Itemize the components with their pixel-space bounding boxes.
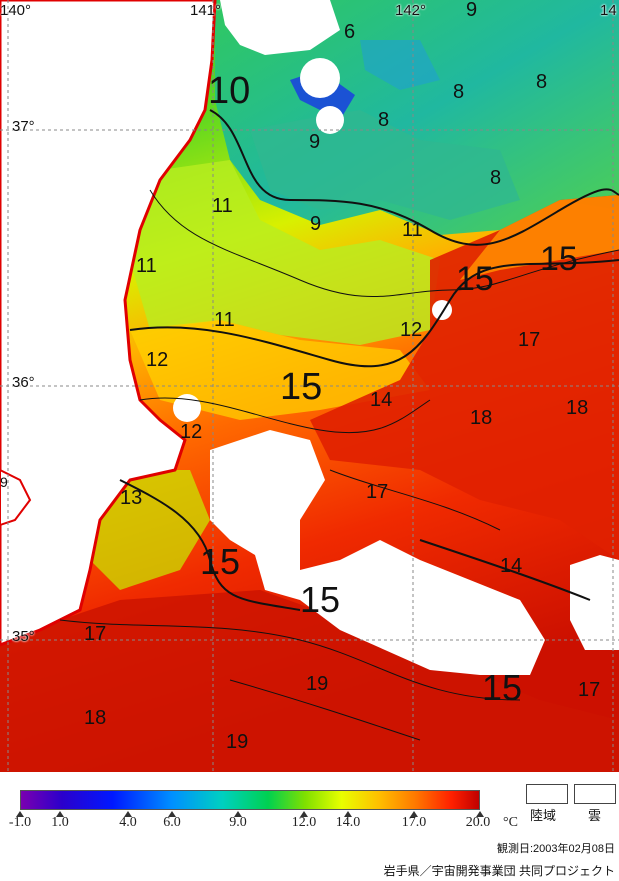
isotherm-9 [209, 109, 619, 246]
longitude-label-140: 140° [0, 2, 32, 19]
contour-label: 12 [180, 421, 203, 443]
isotherm-17-central [329, 469, 501, 531]
contour-label: 14 [370, 389, 393, 411]
contour-label: 11 [212, 195, 233, 217]
contour-label: 8 [453, 81, 465, 103]
cloud-north [220, 0, 340, 55]
scale-tick-label: -1.0 [8, 815, 32, 830]
front-band [460, 195, 619, 280]
contour-label: 9 [0, 474, 8, 490]
scale-tick-label: 9.0 [229, 815, 247, 830]
sea-surface-temperature-map [0, 0, 619, 772]
isotherm-19 [229, 679, 421, 741]
graticule [0, 0, 619, 772]
contour-label: 18 [566, 397, 589, 419]
contour-label: 13 [120, 487, 143, 509]
scale-tick-label: 20.0 [465, 815, 491, 830]
southern-warm-zone [0, 590, 619, 772]
cloud-small-2 [316, 106, 344, 134]
contour-label: 15 [280, 366, 323, 408]
scale-tick [124, 811, 132, 817]
scale-tick-label: 12.0 [291, 815, 317, 830]
contour-label: 17 [84, 623, 107, 645]
cloud-label: 雲 [588, 808, 602, 823]
scale-tick [168, 811, 176, 817]
contour-label: 19 [306, 673, 329, 695]
contour-label: 9 [310, 213, 322, 235]
contour-label: 8 [378, 109, 390, 131]
contour-label: 12 [146, 349, 169, 371]
scale-tick-label: 6.0 [163, 815, 181, 830]
contour-label: 12 [400, 319, 423, 341]
contour-label: 18 [84, 707, 107, 729]
contour-label: 11 [214, 309, 235, 331]
latitude-label-37: 37° [12, 118, 35, 135]
isotherm-15 [129, 259, 619, 368]
contour-label: 11 [136, 255, 157, 277]
land-honshu [0, 0, 217, 647]
scale-tick [300, 811, 308, 817]
scale-tick [476, 811, 484, 817]
scale-tick [234, 811, 242, 817]
contour-label: 11 [402, 219, 423, 241]
land-swatch [526, 784, 568, 804]
scale-tick-label: 14.0 [335, 815, 361, 830]
isotherm-11 [149, 189, 619, 297]
contour-label: 17 [578, 679, 601, 701]
contour-label: 17 [518, 329, 541, 351]
temperature-color-scale [20, 790, 480, 810]
cool-patch [360, 40, 440, 90]
cloud-central [210, 430, 545, 675]
contour-label: 9 [466, 0, 478, 21]
contour-label: 8 [536, 71, 548, 93]
latitude-label-35: 35° [12, 628, 35, 645]
longitude-label-142: 142° [395, 2, 427, 19]
warm-transition [130, 320, 430, 420]
longitude-label-143: 14 [600, 2, 617, 19]
cloud-small-4 [173, 394, 201, 422]
transition-zone [130, 160, 440, 345]
contour-label: 8 [490, 167, 502, 189]
contour-label: 18 [470, 407, 493, 429]
isotherm-15-south [119, 479, 301, 611]
scale-tick [16, 811, 24, 817]
temperature-unit: °C [503, 815, 518, 830]
scale-tick-label: 17.0 [401, 815, 427, 830]
isotherm-lines [59, 109, 619, 741]
isotherm-14 [139, 397, 431, 434]
cloud-small-1 [300, 58, 340, 98]
cloud-swatch [574, 784, 616, 804]
warm-current-region [310, 195, 619, 560]
credit-line: 岩手県／宇宙開発事業団 共同プロジェクト [383, 864, 615, 878]
contour-label: 15 [540, 240, 578, 278]
latitude-label-36: 36° [12, 374, 35, 391]
contour-label: 9 [309, 131, 321, 153]
longitude-label-141: 141° [190, 2, 222, 19]
contour-label: 17 [366, 481, 389, 503]
cloud-east [570, 555, 619, 650]
contour-label: 19 [226, 731, 249, 753]
contour-label: 14 [500, 555, 523, 577]
scale-tick-label: 1.0 [51, 815, 69, 830]
observation-date: 観測日:2003年02月08日 [497, 843, 615, 855]
scale-tick-label: 4.0 [119, 815, 137, 830]
contour-label: 15 [300, 579, 341, 620]
isotherm-17 [59, 619, 521, 701]
contour-label: 15 [482, 667, 523, 708]
contour-label: 10 [208, 70, 251, 112]
contour-label: 15 [456, 260, 494, 298]
scale-tick [410, 811, 418, 817]
cool-eddy [250, 110, 520, 220]
isotherm-15-east [419, 539, 591, 601]
land-label: 陸域 [530, 808, 557, 823]
cloud-mask [173, 0, 619, 675]
contour-label: 15 [200, 541, 241, 582]
scale-tick [344, 811, 352, 817]
scale-tick [56, 811, 64, 817]
coastal-cool-strip [90, 470, 210, 590]
contour-label: 6 [344, 21, 356, 43]
